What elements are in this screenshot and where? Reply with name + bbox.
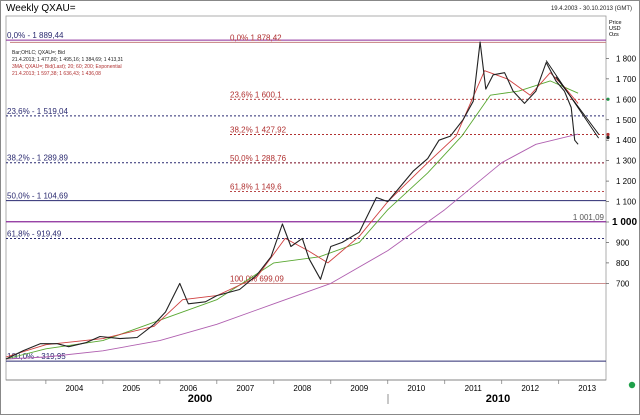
y-tick-label-900: 900 bbox=[616, 238, 630, 247]
y-tick-label-1700: 1 700 bbox=[616, 75, 637, 84]
ema-200-line bbox=[5, 133, 579, 360]
y-tick-label-1300: 1 300 bbox=[616, 157, 637, 166]
y-tick-label-1200: 1 200 bbox=[616, 177, 637, 186]
fib-short-label-1: 23,6% 1 600,1 bbox=[230, 90, 282, 99]
y-tick-label-1400: 1 400 bbox=[616, 136, 637, 145]
legend-line-1: Bar;OHLC; QXAU=; Bid bbox=[12, 50, 65, 56]
fib-short-label-4: 61,8% 1 149,6 bbox=[230, 182, 282, 191]
y-tick-label-1800: 1 800 bbox=[616, 54, 637, 63]
fib-levels: 0,0% - 1 889,44 23,6% - 1 519,04 38,2% - 1… bbox=[6, 31, 606, 362]
x-tick-label-2009: 2009 bbox=[350, 384, 368, 393]
x-tick-label-2008: 2008 bbox=[293, 384, 311, 393]
y-tick-label-1600: 1 600 bbox=[616, 95, 637, 104]
x-tick-label-2012: 2012 bbox=[521, 384, 539, 393]
series-layer bbox=[5, 41, 610, 360]
fib-long-label-3: 50,0% - 1 104,69 bbox=[7, 192, 68, 201]
edge-marker-2 bbox=[606, 135, 610, 140]
fib-short-label-2: 38,2% 1 427,92 bbox=[230, 125, 287, 134]
legend-line-2: 21.4.2013; 1 477,80; 1 495,16; 1 384,69;… bbox=[12, 57, 123, 63]
trend-line-1 bbox=[555, 76, 599, 135]
unit-label-currency: USD bbox=[609, 26, 621, 32]
x-tick-label-2004: 2004 bbox=[65, 384, 83, 393]
decade-label-2000: 2000 bbox=[188, 393, 212, 405]
fib-long-label-5: 100,0% - 319,95 bbox=[7, 352, 66, 361]
legend-line-3: 3MA; QXAU=; Bid(Last); 20; 60; 200; Expo… bbox=[12, 64, 122, 70]
x-axis: 2004 2005 2006 2007 2008 2009 2010 2011 2012 2013 bbox=[45, 380, 597, 393]
fib-long-label-4: 61,8% - 919,49 bbox=[7, 229, 62, 238]
y-tick-label-800: 800 bbox=[616, 259, 630, 268]
chart-title: Weekly QXAU= bbox=[6, 3, 76, 14]
fib-short-label-5: 100,0% 699,09 bbox=[230, 275, 284, 284]
price-line bbox=[5, 41, 579, 360]
x-tick-label-2011: 2011 bbox=[465, 384, 483, 393]
ema-20-line bbox=[5, 70, 579, 358]
edge-marker-1 bbox=[606, 132, 610, 137]
fib-long-label-0: 0,0% - 1 889,44 bbox=[7, 31, 64, 40]
fib-long-label-1: 23,6% - 1 519,04 bbox=[7, 107, 68, 116]
fib-short-label-3: 50,0% 1 288,76 bbox=[230, 154, 287, 163]
x-tick-label-2013: 2013 bbox=[578, 384, 596, 393]
y-tick-label-1000: 1 000 bbox=[612, 217, 637, 228]
unit-label-ounces: Ozs bbox=[609, 32, 619, 38]
fib-long-label-2: 38,2% - 1 289,89 bbox=[7, 154, 68, 163]
y-tick-label-700: 700 bbox=[616, 279, 630, 288]
decade-label-2010: 2010 bbox=[486, 393, 510, 405]
x-tick-label-2010: 2010 bbox=[407, 384, 425, 393]
x-tick-label-2007: 2007 bbox=[236, 384, 254, 393]
legend-line-4: 21.4.2013; 1 597,38; 1 636,43; 1 436,08 bbox=[12, 71, 101, 77]
level-1000-label: 1 001,09 bbox=[573, 213, 605, 222]
unit-label-price: Price bbox=[609, 20, 622, 26]
y-tick-label-1500: 1 500 bbox=[616, 116, 637, 125]
y-axis: 700 800 900 1 000 1 100 1 200 1 300 1 400 1 500 1… bbox=[606, 54, 637, 288]
x-tick-label-2005: 2005 bbox=[122, 384, 140, 393]
fib-short-label-0: 0,0% 1 878,42 bbox=[230, 33, 282, 42]
x-tick-label-2006: 2006 bbox=[179, 384, 197, 393]
y-tick-label-1100: 1 100 bbox=[616, 198, 637, 207]
date-range: 19.4.2003 - 30.10.2013 (GMT) bbox=[551, 6, 632, 12]
status-indicator-icon bbox=[628, 381, 636, 389]
